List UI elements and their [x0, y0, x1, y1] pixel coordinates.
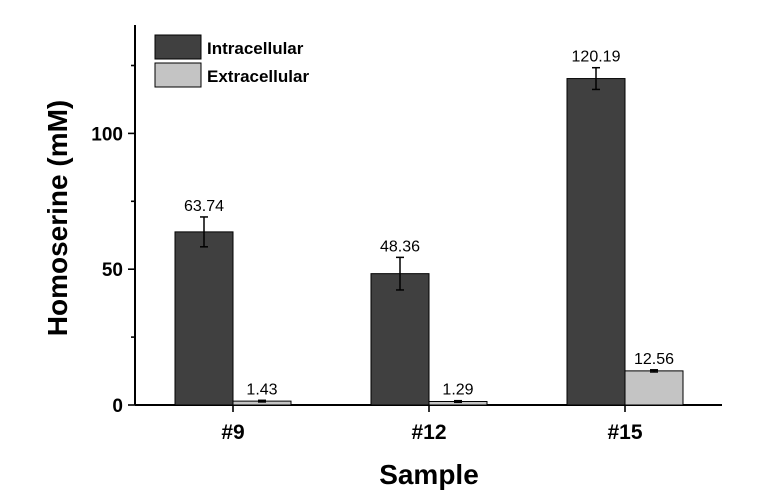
y-tick-label-0: 0 [112, 396, 123, 417]
y-tick-label-50: 50 [102, 260, 123, 281]
y-tick-label-100: 100 [91, 124, 123, 145]
x-tick-label-1: #12 [411, 421, 446, 444]
bar-extracellular-2 [624, 370, 684, 406]
legend: Intracellular Extracellular [154, 34, 309, 88]
bar-intracellular-0 [174, 231, 234, 406]
data-label-intracellular-1: 48.36 [380, 238, 420, 255]
x-tick-label-0: #9 [221, 421, 244, 444]
x-axis-title: Sample [379, 459, 479, 490]
data-label-intracellular-2: 120.19 [572, 49, 621, 66]
bar-intracellular-2 [566, 78, 626, 406]
legend-label-intracellular: Intracellular [207, 39, 304, 58]
legend-swatch-extracellular [154, 62, 202, 88]
y-axis-title: Homoserine (mM) [42, 100, 73, 336]
data-label-extracellular-0: 1.43 [246, 381, 277, 398]
legend-swatch-intracellular [154, 34, 202, 60]
legend-label-extracellular: Extracellular [207, 67, 309, 86]
x-tick-label-2: #15 [607, 421, 642, 444]
data-labels: 63.74 48.36 120.19 1.43 1.29 12.56 [184, 49, 674, 399]
data-label-intracellular-0: 63.74 [184, 198, 224, 215]
y-ticks: 0 50 100 [91, 64, 135, 417]
x-ticks: #9 #12 #15 [221, 405, 643, 444]
data-label-extracellular-2: 12.56 [634, 351, 674, 368]
data-label-extracellular-1: 1.29 [442, 382, 473, 399]
bars [174, 66, 684, 406]
bar-intracellular-1 [370, 273, 430, 406]
